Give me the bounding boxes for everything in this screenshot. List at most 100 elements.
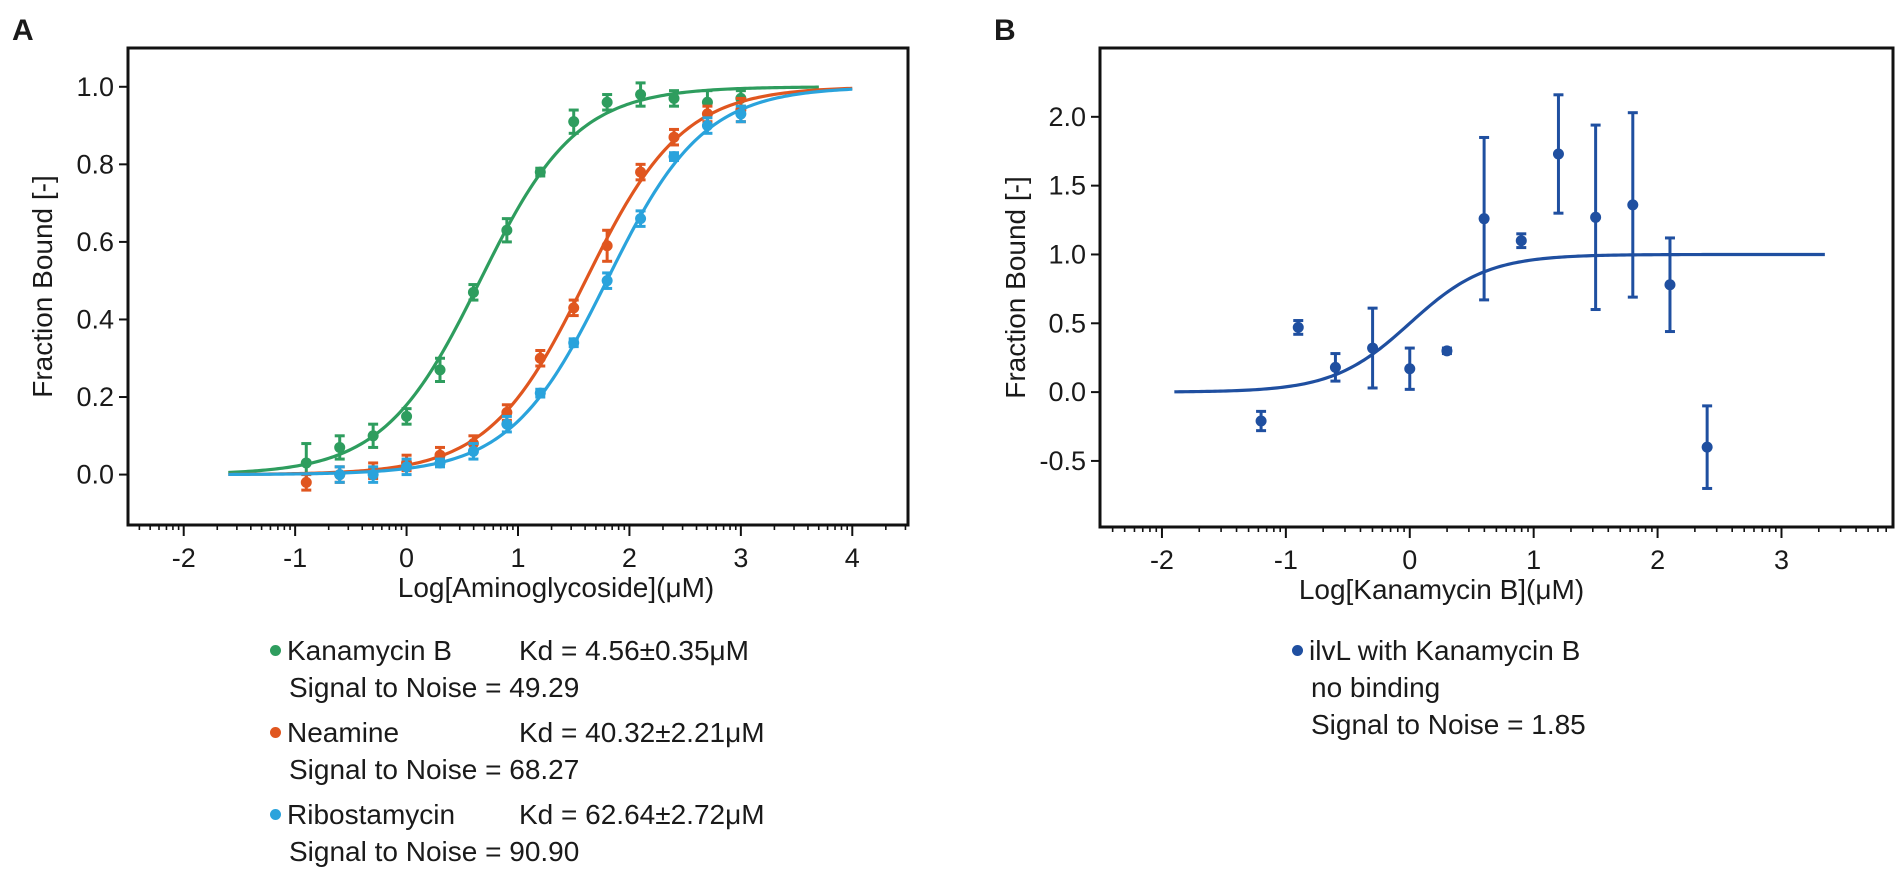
chart-b: -2 -1 0 1 2 3 -0.5 0.0 0.5 1.0 1.5 2.0 Log[Kanamycin… (1000, 46, 1895, 605)
panel-letter-b: B (994, 14, 1016, 47)
data-point (1478, 213, 1490, 225)
x-tick-label: -2 (1150, 545, 1174, 575)
x-tick-label: -2 (172, 543, 196, 573)
data-point (334, 441, 346, 453)
legend-b-no-binding: no binding (1311, 672, 1441, 703)
legend-b-signal-noise: Signal to Noise = 1.85 (1311, 709, 1586, 740)
data-point (635, 89, 647, 101)
x-tick-label: 1 (1526, 545, 1541, 575)
data-point (1441, 345, 1453, 357)
data-point (1404, 363, 1416, 375)
legend-a-name: Kanamycin B (287, 635, 452, 666)
data-point (635, 213, 647, 225)
y-tick-label: 0.6 (76, 227, 114, 257)
data-point (534, 387, 546, 399)
x-tick-label: 3 (733, 543, 748, 573)
data-point (401, 461, 413, 473)
data-point (568, 116, 580, 128)
legend-b-marker (1292, 645, 1303, 657)
minor-ticks-b (1111, 527, 1887, 532)
plot-frame-b (1098, 46, 1895, 529)
y-tick-label: 0.2 (76, 382, 114, 412)
legend-a-kd: Kd = 40.32±2.21μM (519, 717, 765, 748)
y-tick-label: 0.5 (1048, 308, 1086, 338)
data-point (300, 457, 312, 469)
series-ilvl-with-kanamycin-b (1174, 93, 1825, 490)
legend-a-kd: Kd = 62.64±2.72μM (519, 799, 765, 830)
legend-a: Kanamycin B Kd = 4.56±0.35μM Signal to No… (270, 632, 765, 878)
y-tick-label: 0.0 (1048, 377, 1086, 407)
legend-a-item-kanamycin: Kanamycin B Kd = 4.56±0.35μM Signal to No… (270, 632, 765, 706)
y-axis-label: Fraction Bound [-] (27, 175, 58, 398)
data-point (501, 418, 513, 430)
x-tick-label: -1 (283, 543, 307, 573)
x-axis-label: Log[Kanamycin B](μM) (1299, 574, 1584, 605)
x-tick-label: 1 (510, 543, 525, 573)
legend-a-signal-noise: Signal to Noise = 90.90 (289, 836, 580, 867)
data-point (534, 352, 546, 364)
data-point (300, 476, 312, 488)
y-tick-label: 0.4 (76, 304, 114, 334)
data-point (1329, 361, 1341, 373)
x-tick-label: 0 (399, 543, 414, 573)
y-tick-label: 2.0 (1048, 102, 1086, 132)
legend-a-marker-ribostamycin (270, 809, 281, 821)
data-point (367, 430, 379, 442)
data-point (701, 120, 713, 132)
y-tick-label: 1.0 (76, 72, 114, 102)
legend-a-signal-noise: Signal to Noise = 68.27 (289, 754, 580, 785)
series-ribostamycin (228, 87, 853, 484)
data-point (467, 286, 479, 298)
fit-curve-kanamycin-b (228, 85, 819, 475)
legend-b: ilvL with Kanamycin B no binding Signal … (1292, 632, 1586, 743)
legend-a-name: Neamine (287, 717, 400, 748)
data-point (668, 151, 680, 163)
data-point (434, 457, 446, 469)
data-point (601, 275, 613, 287)
fit-curve-ilvl-with-kanamycin-b (1174, 252, 1825, 394)
x-tick-label: -1 (1274, 545, 1298, 575)
legend-a-marker-kanamycin (270, 645, 281, 657)
data-point (668, 92, 680, 104)
y-tick-label: 0.8 (76, 149, 114, 179)
x-tick-label: 2 (622, 543, 637, 573)
data-point (367, 469, 379, 481)
data-point (635, 166, 647, 178)
legend-b-name: ilvL with Kanamycin B (1309, 635, 1581, 666)
data-point (735, 108, 747, 120)
data-point (1255, 415, 1267, 427)
data-point (568, 337, 580, 349)
data-point (1367, 342, 1379, 354)
data-point (601, 240, 613, 252)
data-point (1552, 148, 1564, 160)
data-point (501, 224, 513, 236)
x-tick-label: 0 (1402, 545, 1417, 575)
data-point (467, 445, 479, 457)
y-tick-label: -0.5 (1039, 446, 1086, 476)
legend-a-signal-noise: Signal to Noise = 49.29 (289, 672, 580, 703)
panel-letter-a: A (12, 14, 34, 47)
x-tick-label: 2 (1650, 545, 1665, 575)
legend-a-name: Ribostamycin (287, 799, 456, 830)
data-point (401, 410, 413, 422)
x-axis-label: Log[Aminoglycoside](μM) (398, 572, 714, 603)
data-point (1515, 235, 1527, 247)
data-point (1664, 279, 1676, 291)
data-point (1701, 441, 1713, 453)
data-point (1590, 211, 1602, 223)
y-tick-label: 1.5 (1048, 171, 1086, 201)
chart-a: -2 -1 0 1 2 3 4 0.0 0.2 0.4 0.6 0.8 1.0 Log[Aminoglyc… (27, 46, 910, 603)
legend-a-item-neamine: Neamine Kd = 40.32±2.21μM Signal to Noise… (270, 714, 765, 788)
data-point (668, 131, 680, 143)
data-point (334, 469, 346, 481)
y-tick-label: 1.0 (1048, 239, 1086, 269)
data-point (601, 96, 613, 108)
data-point (568, 302, 580, 314)
data-point (534, 166, 546, 178)
y-tick-label: 0.0 (76, 460, 114, 490)
x-tick-label: 4 (845, 543, 860, 573)
x-tick-label: 3 (1774, 545, 1789, 575)
legend-a-marker-neamine (270, 727, 281, 739)
minor-ticks-a (138, 525, 907, 530)
legend-a-kd: Kd = 4.56±0.35μM (519, 635, 749, 666)
